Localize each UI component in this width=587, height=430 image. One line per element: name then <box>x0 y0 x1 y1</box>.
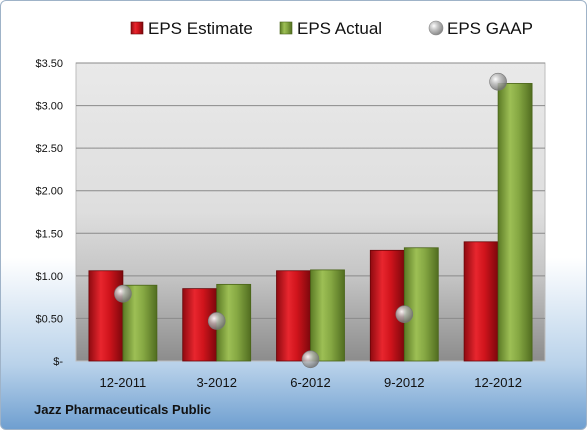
x-tick-label: 3-2012 <box>196 375 236 390</box>
legend-label: EPS GAAP <box>447 19 533 38</box>
x-tick-label: 12-2012 <box>474 375 522 390</box>
eps-actual-bar <box>403 247 439 362</box>
eps-estimate-bar <box>369 249 405 362</box>
x-tick-label: 6-2012 <box>290 375 330 390</box>
eps-estimate-bar <box>88 270 124 362</box>
legend-swatch-eps-actual <box>279 21 293 35</box>
x-tick-label: 12-2011 <box>100 375 147 390</box>
legend-label: EPS Estimate <box>148 19 253 38</box>
y-tick-label: $1.00 <box>35 271 63 283</box>
y-tick-label: $2.00 <box>35 186 63 198</box>
y-tick-label: $3.50 <box>35 58 63 70</box>
eps-gaap-marker <box>301 350 320 369</box>
eps-estimate-bar <box>463 241 499 362</box>
eps-estimate-bar <box>276 270 311 362</box>
eps-gaap-marker <box>395 305 414 323</box>
y-tick-label: $1.50 <box>35 228 63 240</box>
legend-label: EPS Actual <box>297 19 382 38</box>
eps-gaap-marker <box>489 72 507 91</box>
legend-swatch-eps-gaap <box>428 20 444 36</box>
company-name: Jazz Pharmaceuticals Public <box>34 402 212 417</box>
y-tick-label: $2.50 <box>35 143 63 155</box>
x-tick-label: 9-2012 <box>384 375 424 390</box>
eps-actual-bar <box>310 269 345 362</box>
eps-actual-bar <box>497 83 533 362</box>
y-tick-label: $3.00 <box>35 101 63 113</box>
eps-gaap-marker <box>207 312 226 330</box>
y-tick-label: $- <box>53 356 63 368</box>
y-tick-label: $0.50 <box>35 313 63 325</box>
eps-gaap-marker <box>114 284 132 303</box>
legend-swatch-eps-estimate <box>130 21 144 35</box>
